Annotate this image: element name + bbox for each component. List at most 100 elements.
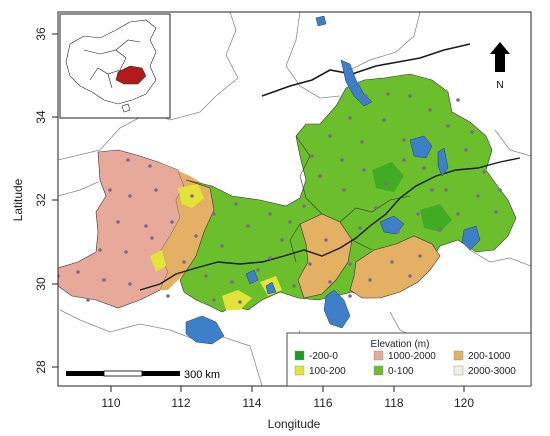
y-tick-30: 30 [34, 277, 48, 291]
station-dot [220, 244, 224, 248]
station-dot [446, 124, 450, 128]
y-tick-34: 34 [34, 110, 48, 124]
study-region [58, 73, 517, 313]
x-tick-120: 120 [454, 396, 474, 410]
legend-swatch [294, 350, 305, 361]
lake-gaoyou [437, 147, 449, 177]
elevation-legend: Elevation (m) -200-0 100-200 1000-2000 0-10… [286, 332, 532, 387]
inset-study-area-highlight [115, 65, 147, 85]
station-dot [482, 170, 486, 174]
station-dot [128, 194, 132, 198]
scale-bar: 300 km [66, 369, 220, 381]
station-dot [470, 130, 474, 134]
station-dot [438, 228, 442, 232]
station-dot [390, 260, 394, 264]
station-dot [182, 260, 186, 264]
legend-items: -200-0 100-200 1000-2000 0-100 200-1000 2000-… [294, 350, 516, 377]
station-dot [154, 188, 158, 192]
station-dot [268, 212, 272, 216]
legend-title: Elevation (m) [371, 339, 430, 350]
x-tick-labels: 110 112 114 116 118 120 [101, 396, 474, 410]
station-dot [374, 206, 378, 210]
station-dot [144, 224, 148, 228]
x-axis-label: Longitude [268, 417, 321, 431]
x-tick-112: 112 [171, 396, 190, 410]
station-dot [348, 262, 352, 266]
station-dot [246, 224, 250, 228]
lake-hongze [409, 135, 433, 159]
station-dot [386, 92, 390, 96]
station-dot [402, 138, 406, 142]
station-dot [318, 174, 322, 178]
station-dot [464, 148, 468, 152]
y-axis-label: Latitude [11, 178, 25, 221]
station-dot [328, 280, 332, 284]
lake-weishan [340, 59, 373, 107]
station-dot [234, 202, 238, 206]
y-tick-36: 36 [34, 27, 48, 41]
station-dot [360, 140, 364, 144]
region-lowland-1 [372, 162, 404, 192]
y-tick-labels: 28 30 32 34 36 [34, 27, 48, 374]
station-dot [408, 274, 412, 278]
lake-tai [461, 225, 481, 251]
station-dot [408, 94, 412, 98]
region-south-east-hills [349, 235, 441, 299]
station-dot [364, 94, 368, 98]
north-arrow-icon [490, 42, 510, 72]
station-dot [348, 294, 352, 298]
legend-label: -200-0 [309, 351, 338, 362]
station-dot [98, 248, 102, 252]
station-dot [230, 280, 234, 284]
station-dot [170, 220, 174, 224]
station-dot [268, 256, 272, 260]
lake-small-1 [245, 269, 259, 285]
legend-label: 2000-3000 [468, 366, 516, 377]
station-dot [256, 268, 260, 272]
station-dot [116, 220, 120, 224]
station-dot [128, 282, 132, 286]
y-axis [52, 33, 58, 368]
region-south-hills [297, 213, 353, 299]
station-dot [292, 284, 296, 288]
station-dot [204, 274, 208, 278]
station-dot [238, 300, 242, 304]
china-inset-map [59, 13, 171, 119]
station-dot [362, 168, 366, 172]
station-dot [476, 194, 480, 198]
station-dot [76, 270, 80, 274]
station-dot [382, 118, 386, 122]
station-dot [396, 230, 400, 234]
water-bodies [185, 15, 481, 345]
station-dot [310, 154, 314, 158]
station-dot [86, 298, 90, 302]
yangtze-river-line [139, 157, 521, 291]
station-dot [194, 234, 198, 238]
station-dot [384, 182, 388, 186]
x-tick-110: 110 [101, 396, 120, 410]
station-dot [212, 298, 216, 302]
station-dot [430, 188, 434, 192]
station-dot [302, 204, 306, 208]
station-dot [150, 236, 154, 240]
legend-swatch [373, 350, 384, 361]
station-dot [444, 188, 448, 192]
x-axis [110, 386, 465, 392]
station-dot [498, 188, 502, 192]
region-central-plain [179, 73, 517, 313]
y-tick-28: 28 [34, 360, 48, 374]
legend-box [286, 332, 532, 387]
station-dot [340, 158, 344, 162]
legend-swatch [453, 365, 464, 376]
x-tick-118: 118 [384, 396, 403, 410]
legend-label: 200-1000 [468, 351, 511, 362]
lake-small-3 [315, 15, 327, 27]
legend-swatch [294, 365, 305, 376]
x-tick-116: 116 [313, 396, 332, 410]
station-dot [342, 188, 346, 192]
station-dot [324, 238, 328, 242]
station-dot [148, 164, 152, 168]
region-lowland-2 [420, 204, 452, 232]
station-dot [348, 116, 352, 120]
x-tick-114: 114 [242, 396, 261, 410]
